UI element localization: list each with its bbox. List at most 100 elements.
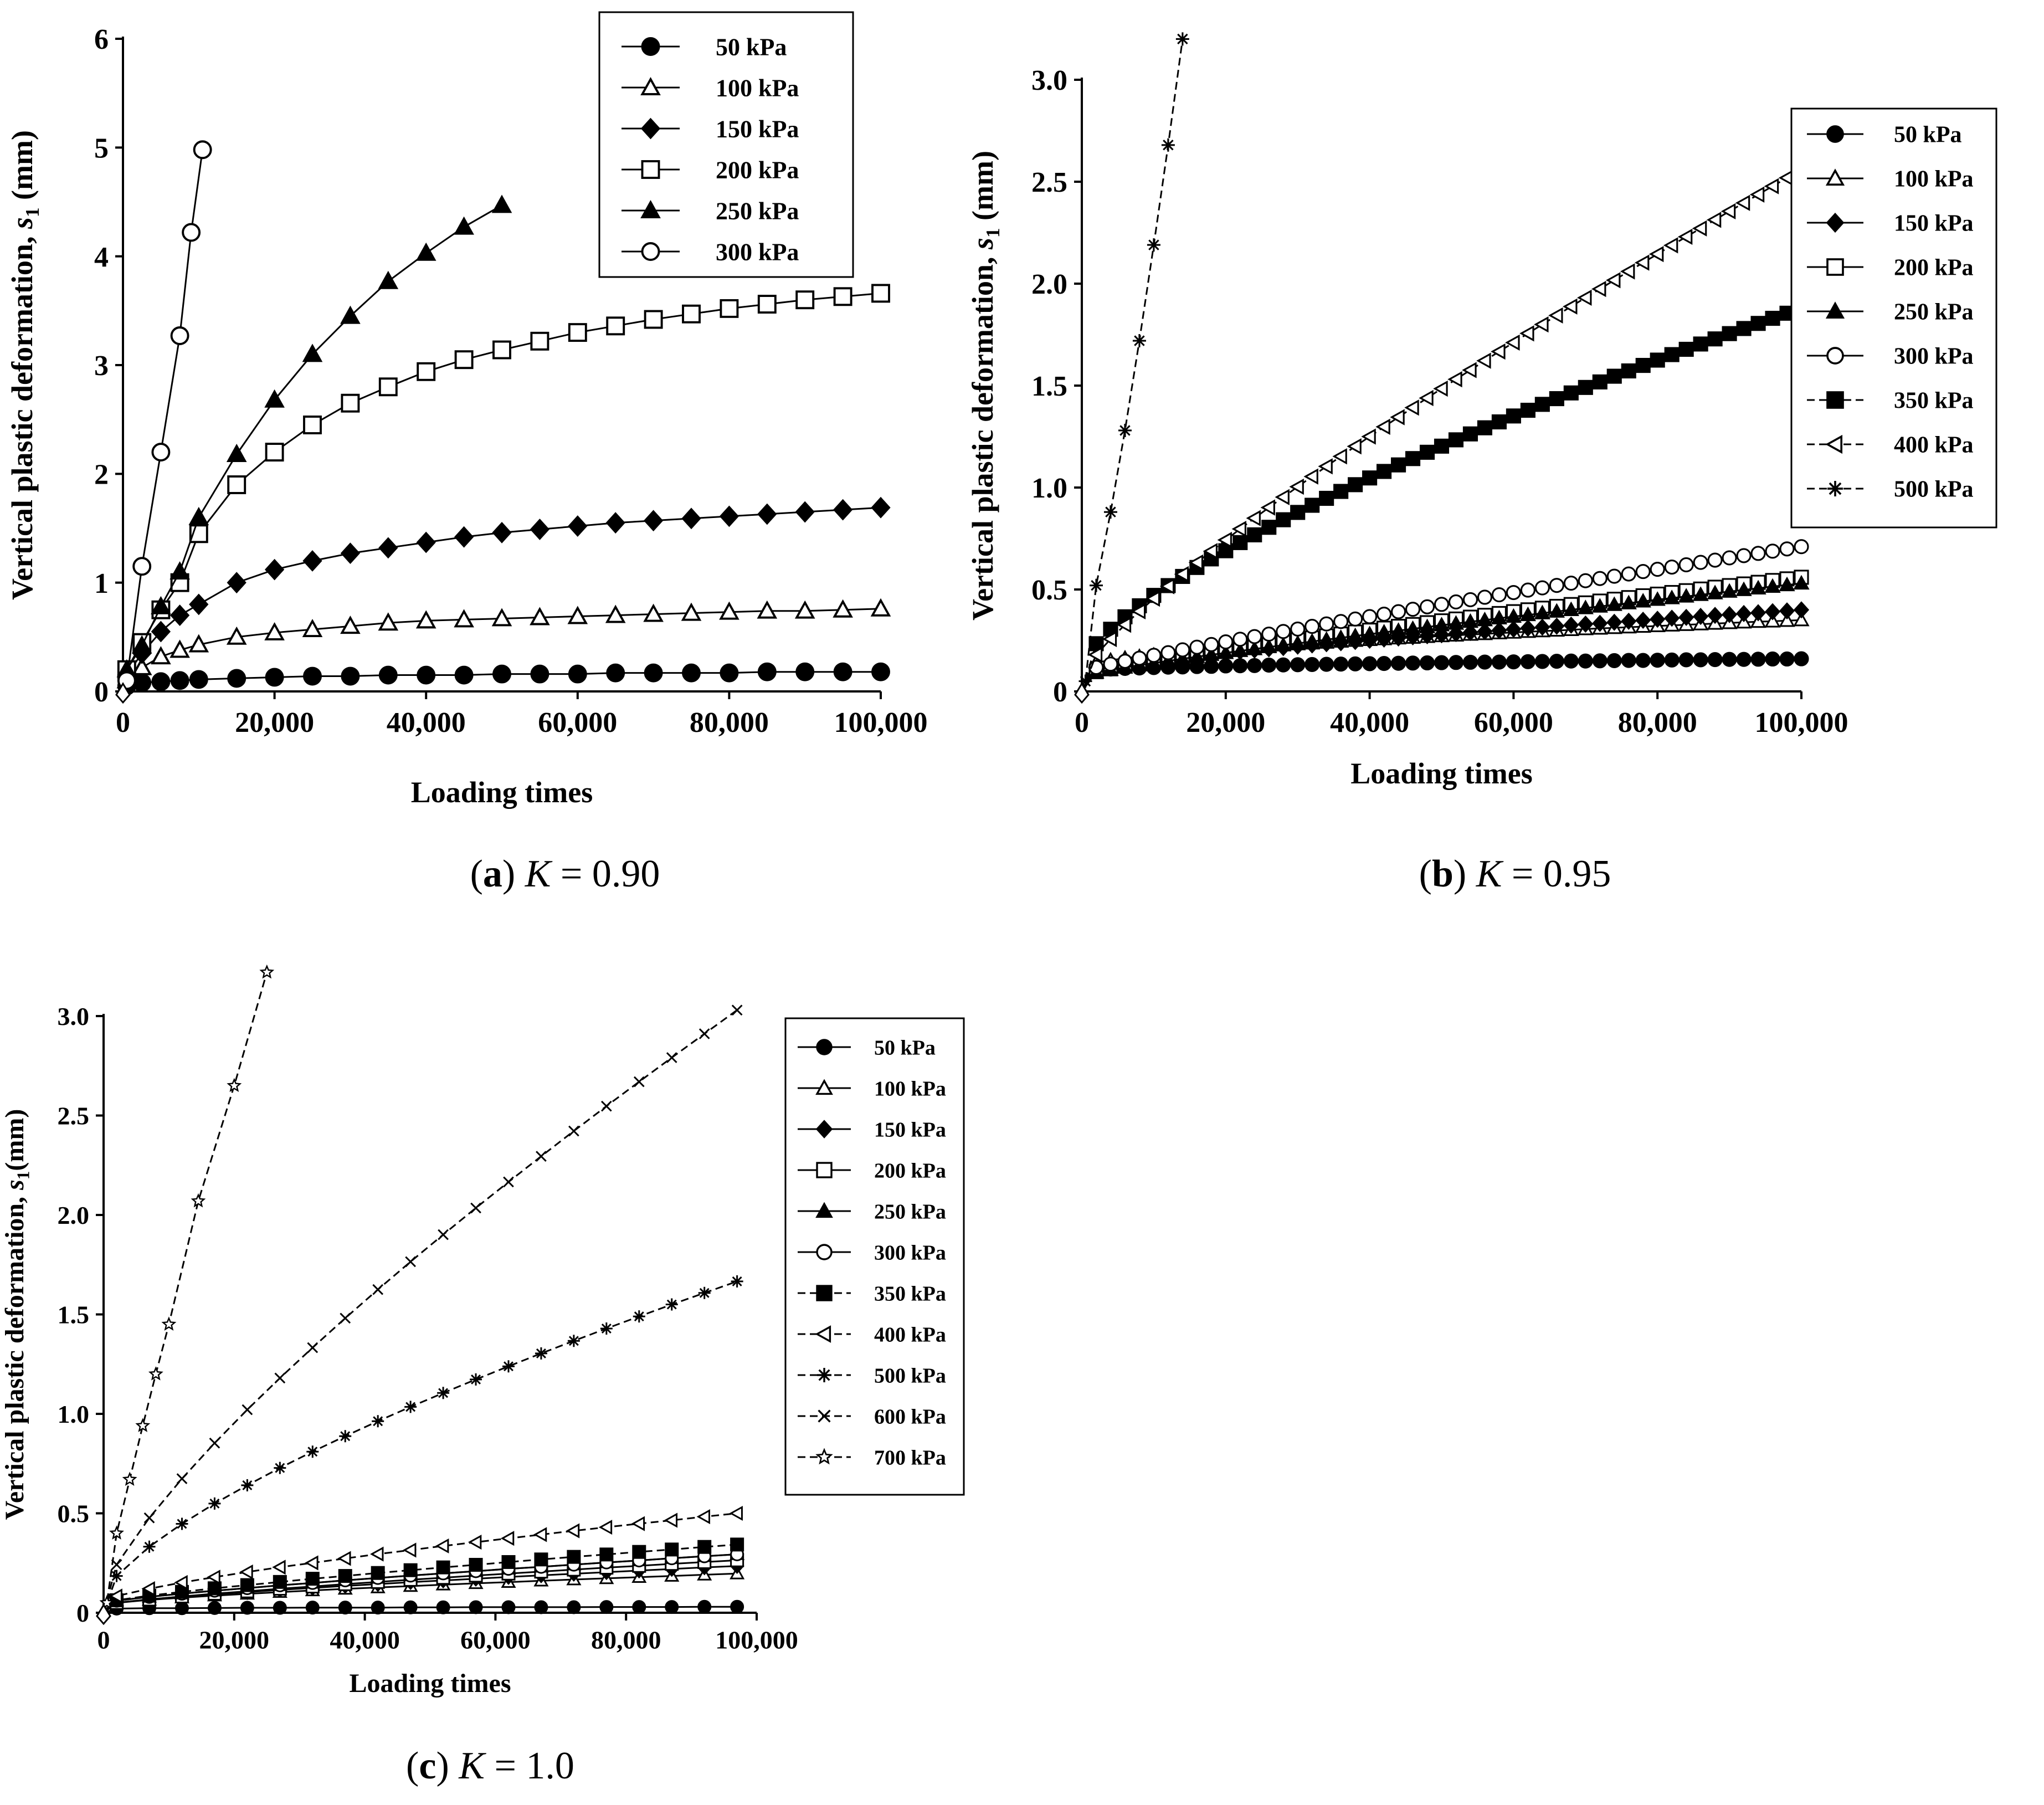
x-tick-label: 60,000 <box>538 707 617 739</box>
x-tick-label: 0 <box>1075 707 1089 739</box>
x-tick-label: 80,000 <box>1618 707 1697 739</box>
data-point <box>1621 566 1636 582</box>
legend-marker <box>817 1368 831 1382</box>
y-tick-label: 2.5 <box>58 1102 90 1130</box>
data-point <box>1664 652 1680 668</box>
data-point <box>1606 568 1622 584</box>
data-point <box>1246 640 1263 655</box>
data-point <box>1563 653 1579 669</box>
data-point <box>340 1312 351 1324</box>
data-point <box>305 1572 320 1586</box>
data-point <box>1722 326 1737 341</box>
data-point <box>340 616 361 634</box>
data-point <box>339 1430 352 1443</box>
series-250-kpa <box>1081 575 1810 692</box>
data-point <box>274 1462 286 1474</box>
data-point <box>1218 644 1234 659</box>
data-point <box>341 666 360 686</box>
y-axis-title: Vertical plastic deformation, s1(mm) <box>0 1109 33 1520</box>
data-point <box>1448 432 1464 448</box>
data-point <box>109 1525 124 1540</box>
data-point <box>535 1347 547 1360</box>
data-point <box>454 665 474 685</box>
data-point <box>1132 650 1147 666</box>
data-point <box>567 1600 581 1614</box>
legend-label: 400 kPa <box>1894 433 1974 458</box>
x-tick-label: 20,000 <box>1186 707 1265 739</box>
data-point <box>644 663 663 683</box>
data-point <box>176 1517 188 1530</box>
data-point <box>1591 280 1606 298</box>
y-tick-label: 0 <box>94 676 109 708</box>
data-point <box>1649 591 1666 606</box>
data-point <box>1276 624 1291 639</box>
data-point <box>1404 399 1419 416</box>
data-point <box>534 1600 548 1614</box>
data-point <box>1462 624 1478 642</box>
data-point <box>1778 170 1794 186</box>
legend-label: 250 kPa <box>716 197 799 224</box>
data-point <box>1664 609 1680 627</box>
data-point <box>1303 468 1318 485</box>
data-point <box>568 323 587 342</box>
data-point <box>1204 637 1219 652</box>
data-point <box>227 1078 242 1093</box>
legend-marker <box>1825 301 1845 319</box>
data-point <box>1591 598 1608 613</box>
chart-panel-a: 0 20,000 40,000 60,000 80,000 100,000 0 1 2 3 4 5 6 L… <box>6 11 928 895</box>
data-point <box>265 443 284 462</box>
data-point <box>1290 621 1306 637</box>
data-point <box>1462 654 1478 670</box>
data-point <box>176 1473 188 1484</box>
data-point <box>1434 597 1450 612</box>
y-tick-label: 2.0 <box>1031 269 1067 300</box>
data-point <box>719 505 739 527</box>
data-point <box>1520 402 1535 418</box>
data-point <box>1260 499 1275 516</box>
data-point <box>141 1581 155 1597</box>
data-point <box>730 1599 744 1614</box>
data-point <box>1663 589 1680 604</box>
legend-label: 100 kPa <box>716 74 799 101</box>
data-point <box>1648 245 1664 263</box>
data-point <box>1750 604 1766 622</box>
data-point <box>533 1527 547 1542</box>
legend-marker <box>816 1244 833 1260</box>
data-point <box>1706 212 1722 228</box>
data-point <box>259 964 275 979</box>
data-point <box>1750 546 1766 561</box>
data-point <box>1361 625 1378 640</box>
data-point <box>1664 559 1680 575</box>
data-point <box>1375 624 1393 639</box>
data-point <box>1779 541 1795 557</box>
data-point <box>1520 582 1535 598</box>
x-tick-label: 60,000 <box>460 1625 531 1654</box>
data-point <box>536 1151 547 1162</box>
data-point <box>372 1284 384 1295</box>
legend-marker <box>640 199 661 218</box>
data-point <box>1161 138 1175 152</box>
data-point <box>1477 420 1492 435</box>
data-point <box>302 343 323 362</box>
data-point <box>665 1298 678 1311</box>
data-point <box>600 1100 612 1112</box>
legend-marker <box>815 1120 833 1139</box>
data-point <box>1678 341 1694 357</box>
data-point <box>1678 652 1694 668</box>
data-point <box>1692 220 1707 237</box>
data-point <box>338 1601 352 1615</box>
data-point <box>1434 438 1450 454</box>
data-point <box>1290 505 1306 520</box>
data-point <box>1563 601 1579 616</box>
series-400-kpa <box>1081 161 1808 692</box>
data-point <box>1103 657 1118 672</box>
data-point <box>170 561 190 580</box>
data-point <box>599 1547 614 1562</box>
data-point <box>1764 178 1779 194</box>
data-point <box>1361 428 1376 445</box>
data-point <box>1578 616 1594 633</box>
data-point <box>1103 505 1117 519</box>
data-point <box>415 610 436 629</box>
data-point <box>302 550 322 572</box>
data-point <box>530 664 549 684</box>
